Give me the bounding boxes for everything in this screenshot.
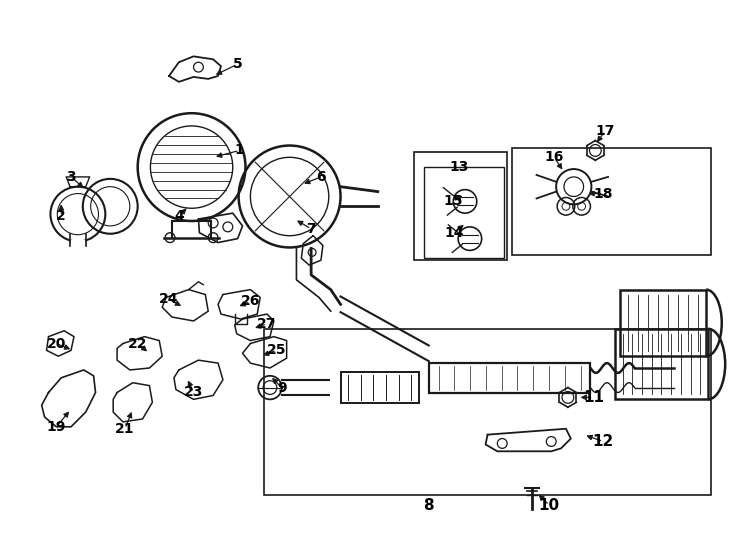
Text: 10: 10 xyxy=(539,498,560,512)
Bar xyxy=(424,167,504,258)
Text: 20: 20 xyxy=(47,336,66,350)
Text: 1: 1 xyxy=(235,144,244,158)
Text: 3: 3 xyxy=(66,170,76,184)
Text: 4: 4 xyxy=(174,209,184,223)
Text: 13: 13 xyxy=(449,160,469,174)
Bar xyxy=(429,363,590,393)
Text: 6: 6 xyxy=(316,170,326,184)
Text: 22: 22 xyxy=(128,336,148,350)
Text: 9: 9 xyxy=(277,381,286,395)
Text: 24: 24 xyxy=(159,292,179,306)
Bar xyxy=(512,147,711,255)
Text: 8: 8 xyxy=(424,498,434,512)
Text: 19: 19 xyxy=(47,420,66,434)
Bar xyxy=(341,372,419,403)
Text: 5: 5 xyxy=(233,57,242,71)
Text: 25: 25 xyxy=(267,343,286,357)
Bar xyxy=(619,289,706,356)
Text: 26: 26 xyxy=(241,294,260,308)
Text: 23: 23 xyxy=(184,386,203,400)
Text: 12: 12 xyxy=(592,434,614,449)
Text: 21: 21 xyxy=(115,422,135,436)
Text: 27: 27 xyxy=(258,317,277,331)
Text: 2: 2 xyxy=(57,209,66,223)
Text: 16: 16 xyxy=(545,150,564,164)
Bar xyxy=(264,329,711,495)
Bar xyxy=(414,152,507,260)
Text: 15: 15 xyxy=(443,194,463,208)
Bar xyxy=(615,329,708,400)
Text: 17: 17 xyxy=(595,124,615,138)
Text: 14: 14 xyxy=(445,226,464,240)
Text: 18: 18 xyxy=(593,186,613,200)
Text: 11: 11 xyxy=(583,390,604,405)
Text: 7: 7 xyxy=(306,222,316,236)
